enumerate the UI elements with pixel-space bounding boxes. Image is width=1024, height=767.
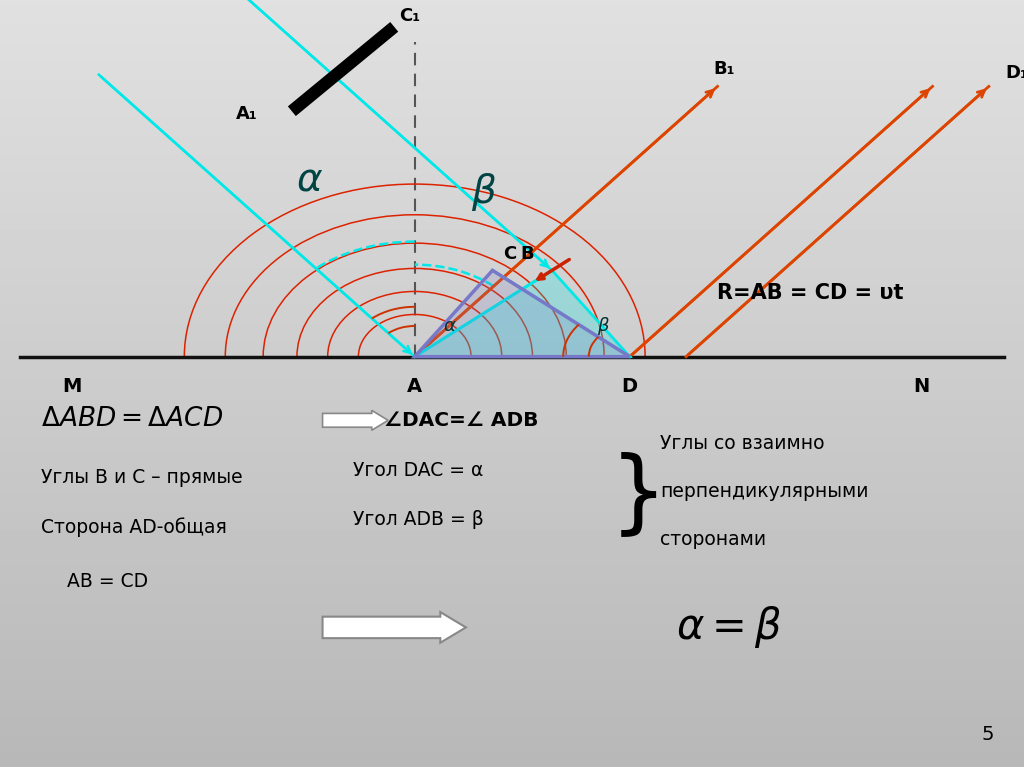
Text: Угол ADB = β: Угол ADB = β xyxy=(353,510,484,529)
Text: 5: 5 xyxy=(982,725,994,744)
Text: A₁: A₁ xyxy=(236,105,257,123)
Text: C₁: C₁ xyxy=(399,7,421,25)
Polygon shape xyxy=(415,271,630,357)
Text: перпендикулярными: перпендикулярными xyxy=(660,482,869,501)
Text: }: } xyxy=(609,451,667,538)
Text: β: β xyxy=(597,318,608,335)
Text: Угол DAC = α: Угол DAC = α xyxy=(353,460,483,479)
Text: M: M xyxy=(62,377,81,397)
Text: $\mathit{\Delta ABD = \Delta ACD}$: $\mathit{\Delta ABD = \Delta ACD}$ xyxy=(41,406,223,432)
FancyArrow shape xyxy=(323,612,466,643)
Text: B: B xyxy=(520,245,534,263)
Text: $\mathit{\alpha = \beta}$: $\mathit{\alpha = \beta}$ xyxy=(676,604,781,650)
Text: ∠DAC=∠ ADB: ∠DAC=∠ ADB xyxy=(384,411,539,430)
Text: AB = CD: AB = CD xyxy=(67,571,147,591)
Text: Сторона AD-общая: Сторона AD-общая xyxy=(41,518,227,537)
Text: Углы В и С – прямые: Углы В и С – прямые xyxy=(41,468,243,487)
Text: α: α xyxy=(297,162,323,199)
Text: D: D xyxy=(622,377,638,397)
Text: β: β xyxy=(471,173,496,211)
Text: C: C xyxy=(503,245,516,263)
Text: B₁: B₁ xyxy=(714,61,735,78)
Text: сторонами: сторонами xyxy=(660,529,767,548)
FancyArrow shape xyxy=(323,410,388,430)
Polygon shape xyxy=(415,271,630,357)
Text: α: α xyxy=(443,318,456,335)
Text: A: A xyxy=(408,377,422,397)
Text: R=AB = CD = υt: R=AB = CD = υt xyxy=(717,283,903,303)
Text: D₁: D₁ xyxy=(1006,64,1024,82)
Text: Углы со взаимно: Углы со взаимно xyxy=(660,433,825,453)
Text: N: N xyxy=(913,377,930,397)
